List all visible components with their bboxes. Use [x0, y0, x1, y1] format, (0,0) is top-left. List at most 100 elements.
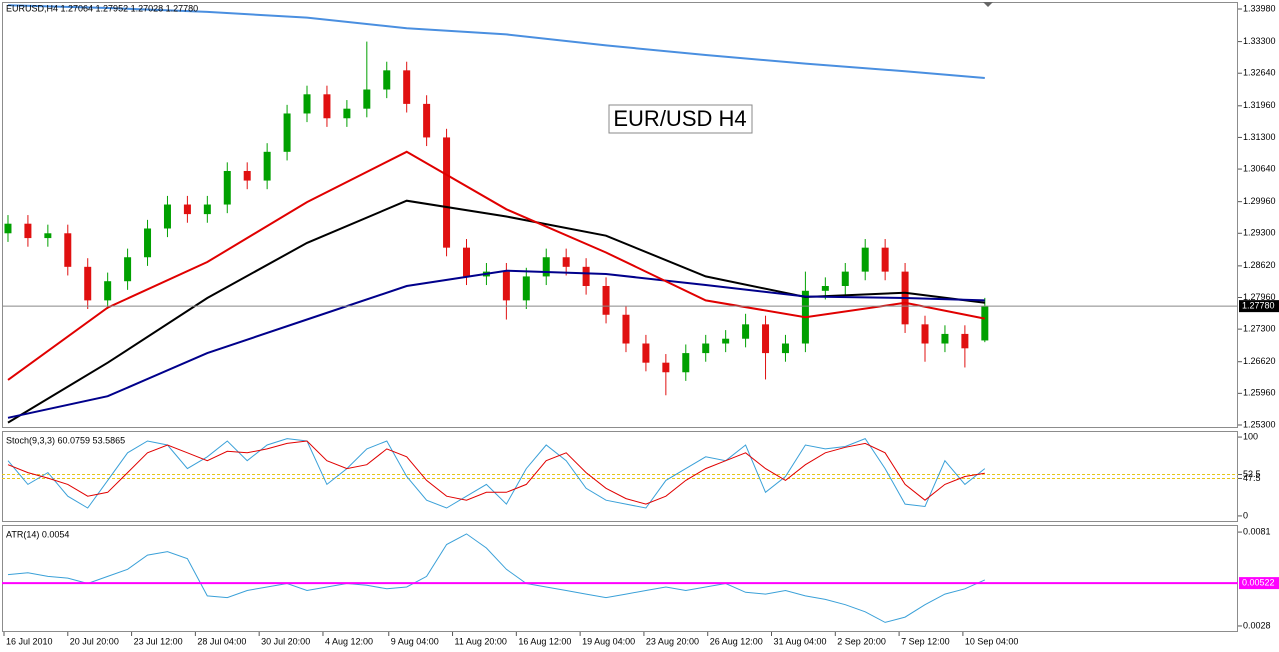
x-tick-label: 20 Jul 20:00	[70, 636, 119, 646]
series-line	[7, 440, 985, 505]
main-panel	[2, 2, 1238, 428]
stoch-panel	[2, 431, 1238, 522]
atr-panel	[2, 525, 1238, 632]
y-tick-label: 1.29960	[1243, 196, 1276, 206]
y-tick-label: 52.5	[1243, 469, 1261, 479]
x-tick-label: 9 Aug 04:00	[391, 636, 439, 646]
candle-body	[981, 306, 989, 341]
candle-body	[722, 338, 730, 344]
y-tick-label: 1.25300	[1243, 419, 1276, 429]
x-tick-label: 16 Jul 2010	[6, 636, 53, 646]
candle-body	[542, 257, 550, 277]
candle-body	[303, 94, 311, 114]
main-title: EURUSD,H4 1.27064 1.27952 1.27028 1.2778…	[6, 3, 198, 13]
series-line	[7, 150, 985, 381]
candle-body	[64, 233, 72, 267]
series-line	[7, 4, 985, 79]
y-tick-label: 100	[1243, 431, 1258, 441]
candle-body	[44, 233, 52, 239]
candle-body	[323, 94, 331, 119]
candle-body	[861, 247, 869, 272]
candle-body	[502, 271, 510, 301]
x-tick-label: 31 Aug 04:00	[774, 636, 827, 646]
candle-body	[163, 204, 171, 229]
candle-body	[522, 276, 530, 301]
x-tick-label: 4 Aug 12:00	[325, 636, 373, 646]
y-tick-label: 47.5	[1243, 473, 1261, 483]
candle-body	[622, 314, 630, 344]
y-tick-label: 1.33300	[1243, 36, 1276, 46]
y-tick-label: 0	[1243, 510, 1248, 520]
y-tick-label: 1.33980	[1243, 3, 1276, 13]
annotation: EUR/USD H4	[613, 106, 746, 131]
candle-body	[223, 170, 231, 205]
candle-body	[961, 333, 969, 349]
x-tick-label: 7 Sep 12:00	[901, 636, 950, 646]
candle-body	[104, 281, 112, 301]
y-tick-label: 1.31300	[1243, 132, 1276, 142]
series-line	[7, 533, 986, 623]
y-tick-label: 1.32640	[1243, 68, 1276, 78]
candle-body	[403, 70, 411, 104]
x-tick-label: 28 Jul 04:00	[197, 636, 246, 646]
x-tick-label: 11 Aug 20:00	[455, 636, 507, 646]
x-tick-label: 23 Aug 20:00	[646, 636, 699, 646]
y-tick-label: 1.30640	[1243, 163, 1276, 173]
candle-body	[582, 266, 590, 286]
candle-body	[702, 343, 710, 354]
x-tick-label: 30 Jul 20:00	[261, 636, 310, 646]
y-tick-label: 1.25960	[1243, 388, 1276, 398]
y-tick-label: 1.26620	[1243, 356, 1276, 366]
candle-body	[642, 343, 650, 363]
candle-body	[183, 204, 191, 215]
candle-body	[742, 324, 750, 339]
x-tick-label: 23 Jul 12:00	[134, 636, 183, 646]
current-price-label: 1.27780	[1242, 301, 1275, 311]
candle-body	[124, 257, 132, 282]
candle-body	[841, 271, 849, 286]
candle-body	[84, 266, 92, 301]
candle-body	[383, 70, 391, 90]
candle-body	[283, 113, 291, 152]
series-line	[7, 269, 985, 419]
candle-body	[781, 343, 789, 354]
annotation-box	[608, 104, 753, 134]
level-box	[1239, 577, 1279, 590]
candle-body	[602, 286, 610, 315]
y-tick-label: 1.31960	[1243, 100, 1276, 110]
candle-body	[921, 324, 929, 344]
x-tick-label: 16 Aug 12:00	[518, 636, 571, 646]
candle-body	[343, 108, 351, 119]
atr-title: ATR(14) 0.0054	[6, 529, 69, 539]
x-tick-label: 2 Sep 20:00	[837, 636, 886, 646]
candle-body	[263, 151, 271, 181]
y-tick-label: 1.28620	[1243, 260, 1276, 270]
candle-body	[682, 353, 690, 373]
candle-body	[203, 204, 211, 215]
candle-body	[243, 170, 251, 181]
series-line	[7, 199, 985, 424]
y-tick-label: 0.0081	[1243, 526, 1271, 536]
x-tick-label: 10 Sep 04:00	[965, 636, 1019, 646]
plot-layer: 1.33980 1.33300 1.32640 1.31960 1.31300 1.306…	[2, 3, 1279, 646]
shift-marker	[983, 2, 993, 7]
candle-body	[762, 324, 770, 354]
candle-body	[24, 223, 32, 239]
candle-body	[363, 89, 371, 109]
candle-body	[144, 228, 152, 258]
y-tick-label: 1.27960	[1243, 292, 1276, 302]
series-line	[7, 437, 986, 509]
candle-body	[662, 362, 670, 373]
candle-body	[562, 257, 570, 267]
x-tick-label: 26 Aug 12:00	[710, 636, 763, 646]
y-tick-label: 1.29300	[1243, 228, 1276, 238]
stoch-title: Stoch(9,3,3) 60.0759 53.5865	[6, 435, 125, 445]
y-tick-label: 0.0028	[1243, 620, 1271, 630]
x-tick-label: 19 Aug 04:00	[582, 636, 635, 646]
level-label: 0.00522	[1242, 577, 1275, 587]
candle-body	[462, 247, 470, 277]
candle-body	[443, 137, 451, 248]
candle-body	[821, 286, 829, 291]
